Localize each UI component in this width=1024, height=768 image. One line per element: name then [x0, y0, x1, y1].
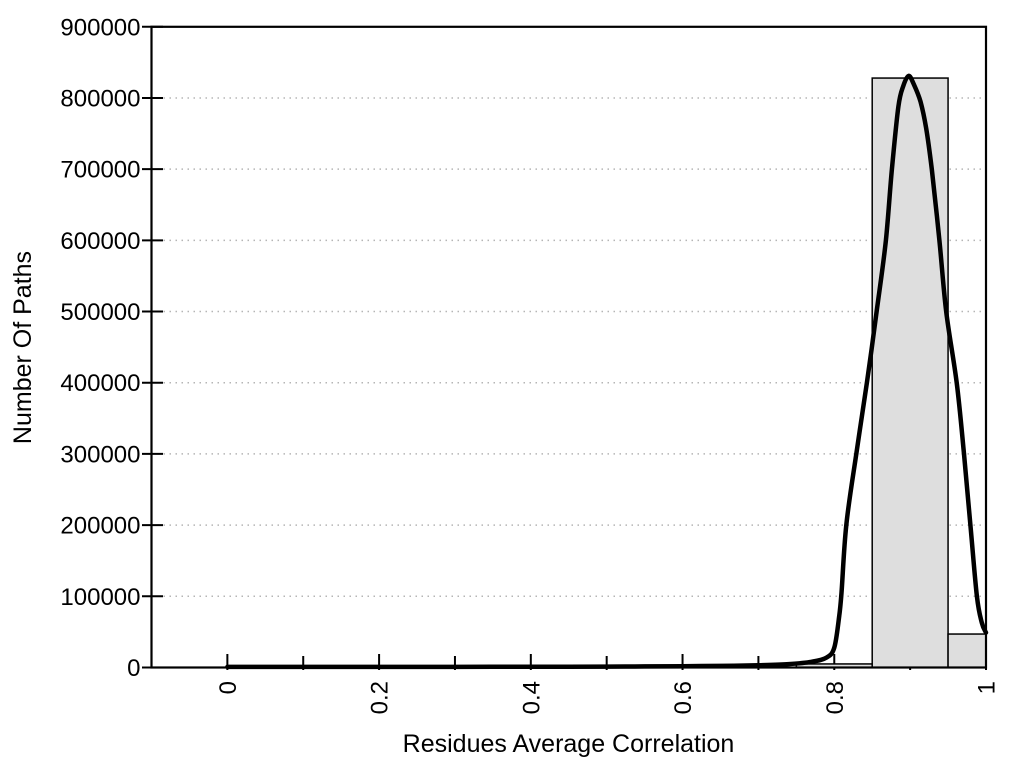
y-tick-label: 100000	[60, 584, 140, 611]
y-tick-label: 800000	[60, 85, 140, 112]
x-tick-label: 0.8	[822, 681, 849, 714]
y-tick-label: 300000	[60, 441, 140, 468]
histogram-bar	[871, 77, 949, 669]
x-tick-label: 1	[974, 681, 1001, 694]
x-tick-label: 0.6	[670, 681, 697, 714]
x-tick-label: 0.2	[367, 681, 394, 714]
histogram-bar	[947, 633, 987, 669]
x-tick-label: 0	[215, 681, 242, 694]
plot-border	[150, 25, 988, 669]
y-axis-title: Number Of Paths	[9, 250, 37, 445]
x-tick-label: 0.4	[518, 681, 545, 714]
y-tick-label: 0	[127, 655, 140, 682]
x-axis-title: Residues Average Correlation	[402, 730, 735, 758]
y-tick-label: 500000	[60, 299, 140, 326]
y-tick-label: 700000	[60, 157, 140, 184]
y-tick-label: 400000	[60, 370, 140, 397]
y-tick-label: 900000	[60, 14, 140, 41]
y-tick-label: 200000	[60, 513, 140, 540]
y-tick-label: 600000	[60, 228, 140, 255]
